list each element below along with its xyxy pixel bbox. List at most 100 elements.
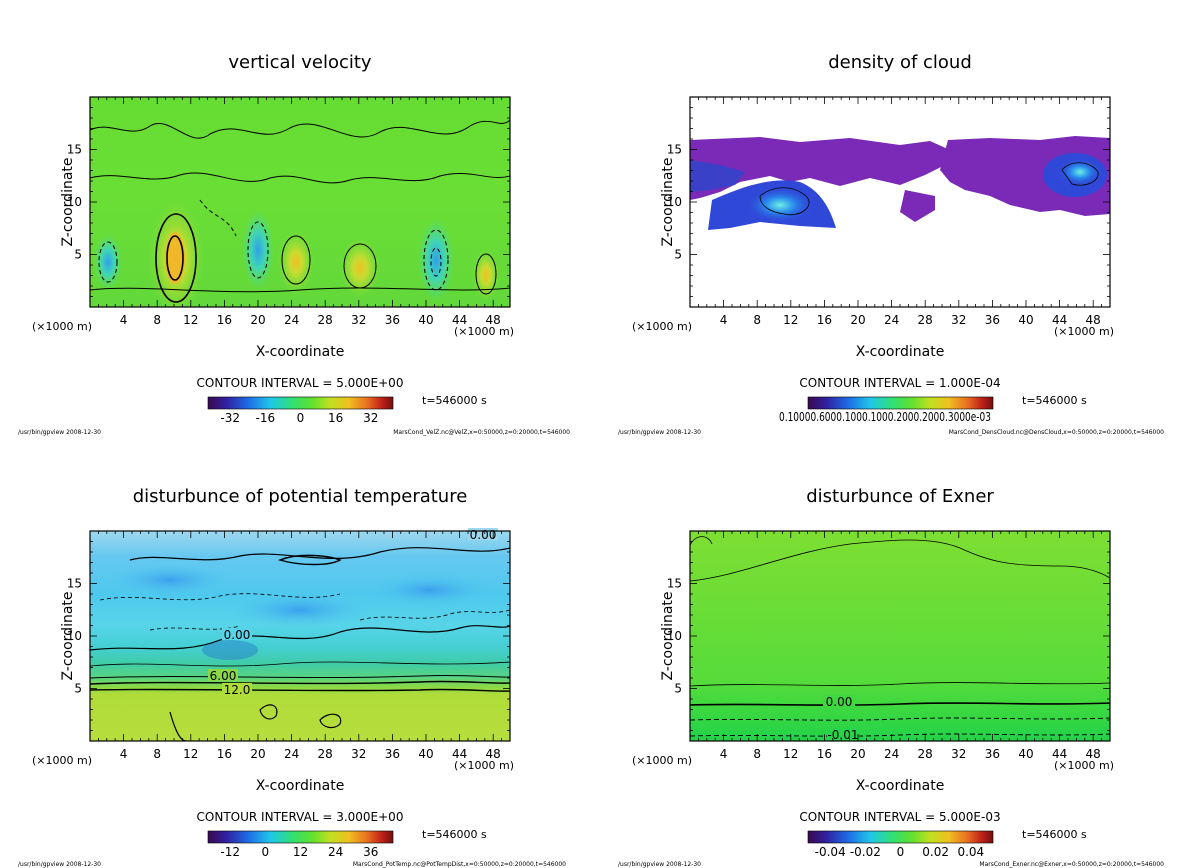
footer-left: /usr/bin/gpview 2008-12-30 [18,861,101,868]
chart-title: density of cloud [828,52,972,73]
footer-left: /usr/bin/gpview 2008-12-30 [618,429,701,436]
field-plot [690,97,1110,307]
chart-title: vertical velocity [228,52,372,73]
footer-left: /usr/bin/gpview 2008-12-30 [18,429,101,436]
x-tick-label: 4 [720,747,728,761]
x-tick-label: 36 [385,313,400,327]
x-tick-label: 36 [385,747,400,761]
downdraft-area [94,234,122,290]
cloud-core [746,187,814,223]
x-tick-label: 8 [153,747,161,761]
cloud-fragment [900,190,935,222]
colorbar-tick-label: 24 [328,845,343,859]
cool-anomaly [110,564,230,596]
label-mask [222,683,252,695]
footer-right: MarsCond_PotTemp.nc@PotTempDist,x=0:5000… [353,861,566,868]
contour-label: 0.00 [826,695,853,709]
downdraft-area [242,210,274,290]
contour-lines [90,119,510,303]
footer-right: MarsCond_Exner.nc@Exner,x=0:50000,z=0:20… [979,861,1164,868]
label-mask [827,728,859,740]
y-axis-label: Z-coordinate [660,591,676,680]
negative-contours [98,199,449,291]
x-tick-label: 16 [217,747,232,761]
colorbar-tick-label: 32 [363,411,378,425]
cool-anomaly [202,640,258,660]
y-tick-label: 10 [67,195,82,209]
x-unit-right: (×1000 m) [1054,759,1114,772]
cloud-dense [690,160,745,192]
time-label: t=546000 s [422,828,487,841]
time-label: t=546000 s [1022,828,1087,841]
x-tick-label: 44 [452,747,467,761]
x-tick-label: 44 [1052,747,1067,761]
field-plot [90,97,510,307]
x-tick-label: 40 [1018,747,1033,761]
colorbar-ticks: -32 -16 0 16 32 [220,411,378,425]
colorbar-tick-label: 12 [293,845,308,859]
x-tick-label: 40 [1018,313,1033,327]
time-label: t=546000 s [422,394,487,407]
colorbar [807,830,994,844]
x-tick-label: 20 [250,747,265,761]
x-tick-label: 20 [850,313,865,327]
x-tick-label: 20 [850,747,865,761]
negative-contours [690,717,1110,737]
x-tick-label: 12 [783,747,798,761]
y-tick-label: 15 [67,143,82,157]
y-tick-label: 5 [74,248,82,262]
label-mask [222,628,252,640]
x-unit-right: (×1000 m) [454,759,514,772]
y-tick-label: 5 [674,248,682,262]
contour-label: 12.0 [224,683,251,697]
colorbar-ticks: -12 0 12 24 36 [220,845,378,859]
x-tick-label: 40 [418,747,433,761]
x-tick-label: 12 [183,747,198,761]
x-axis-label: X-coordinate [256,344,345,360]
label-mask [823,695,855,707]
colorbar-tick-label: 0.04 [957,845,984,859]
time-label: t=546000 s [1022,394,1087,407]
field-background [690,531,1110,741]
contour-label: 0.00 [470,528,497,542]
contour-interval: CONTOUR INTERVAL = 1.000E-04 [799,376,1000,390]
y-axis-label: Z-coordinate [660,157,676,246]
x-unit-left: (×1000 m) [32,754,92,767]
panel-exner: disturbunce of Exner 0.00 -0.01 4 8 12 16 20… [618,486,1164,868]
contour-label: 0.00 [224,628,251,642]
x-tick-label: 16 [817,313,832,327]
y-axis-label: Z-coordinate [60,591,76,680]
x-tick-label: 44 [1052,313,1067,327]
x-tick-label: 28 [918,747,933,761]
colorbar-tick-label: 36 [363,845,378,859]
x-tick-label: 40 [418,313,433,327]
x-tick-label: 8 [153,313,161,327]
x-axis-label: X-coordinate [256,778,345,794]
colorbar-tick-label: -16 [256,411,276,425]
x-tick-label: 32 [351,747,366,761]
y-tick-label: 5 [74,682,82,696]
colorbar-tick-label: -32 [220,411,240,425]
field-plot [690,531,1110,741]
cloud-layer [690,137,950,200]
colorbar [207,396,394,410]
chart-title: disturbunce of potential temperature [133,486,468,507]
contour-labels: 0.00 -0.01 [823,695,859,742]
colorbar-tick-label: 0 [897,845,905,859]
y-tick-label: 15 [667,577,682,591]
x-tick-label: 36 [985,747,1000,761]
x-unit-right: (×1000 m) [1054,325,1114,338]
y-tick-label: 15 [67,577,82,591]
colorbar [207,830,394,844]
y-tick-label: 5 [674,682,682,696]
colorbar-tick-label: 0.10000.6000.1000.1000.2000.2000.3000e-0… [779,410,991,424]
x-tick-label: 16 [817,747,832,761]
cool-anomaly [230,592,370,628]
contour-lines [759,162,1099,216]
x-tick-label: 4 [120,747,128,761]
y-tick-label: 15 [667,143,682,157]
contour-lines [90,547,510,741]
